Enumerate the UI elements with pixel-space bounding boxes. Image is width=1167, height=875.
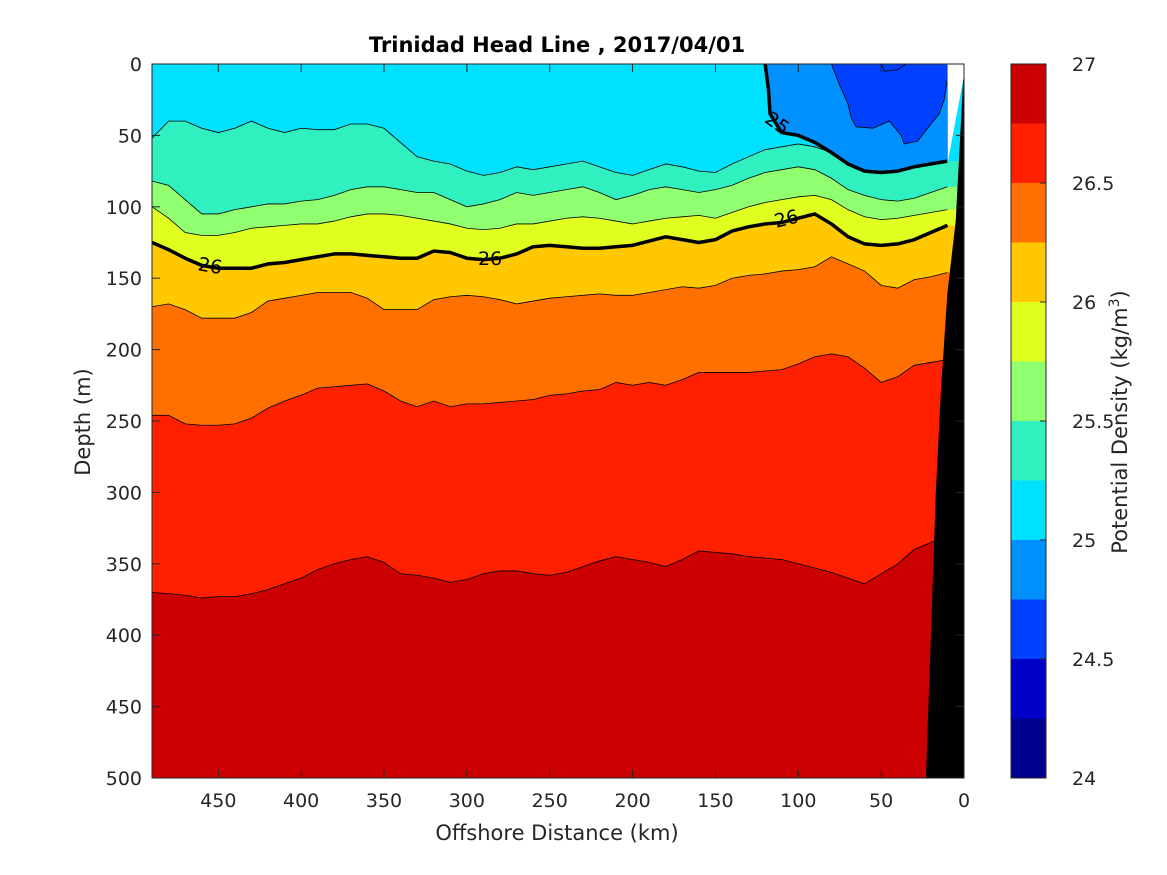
x-tick-label: 250 (532, 790, 568, 812)
colorbar-tick-label: 26 (1072, 292, 1096, 314)
colorbar-segment (1011, 242, 1046, 302)
colorbar-segment (1011, 123, 1046, 183)
colorbar-segment (1011, 599, 1046, 659)
colorbar-label-sup: 3 (1107, 298, 1123, 307)
bold-contour-25 (763, 64, 948, 175)
colorbar-tick-label: 24.5 (1072, 649, 1114, 671)
y-tick-label: 400 (106, 625, 142, 647)
contour-patch-24-5 (831, 64, 948, 145)
surface-gap (947, 64, 964, 164)
y-tick-label: 350 (106, 554, 142, 576)
x-tick-label: 450 (200, 790, 236, 812)
contour-label-1: 26 (478, 248, 502, 270)
colorbar-segment (1011, 64, 1046, 124)
x-axis-label: Offshore Distance (km) (435, 821, 678, 845)
x-tick-label: 400 (283, 790, 319, 812)
colorbar-segment (1011, 361, 1046, 421)
colorbar-tick-label: 25.5 (1072, 411, 1114, 433)
y-axis-label: Depth (m) (71, 368, 95, 475)
contour-line-25-25 (152, 120, 948, 176)
colorbar-segment (1011, 302, 1046, 362)
x-tick-label: 300 (449, 790, 485, 812)
y-tick-label: 150 (106, 268, 142, 290)
contour-line-26-5 (152, 353, 948, 426)
x-tick-label: 350 (366, 790, 402, 812)
colorbar (1010, 63, 1047, 779)
colorbar-tick-label: 24 (1072, 768, 1096, 790)
y-tick-label: 0 (130, 54, 142, 76)
y-tick-label: 450 (106, 697, 142, 719)
x-tick-label: 50 (869, 790, 893, 812)
y-tick-label: 300 (106, 482, 142, 504)
chart-title: Trinidad Head Line , 2017/04/01 (369, 33, 745, 57)
y-tick-label: 500 (106, 768, 142, 790)
x-tick-label: 0 (958, 790, 970, 812)
y-tick-label: 200 (106, 340, 142, 362)
colorbar-label-tail: ) (1108, 290, 1132, 298)
y-axis-ticks: 0 50 100 150 200 250 300 350 400 450 500 (106, 54, 964, 790)
contour-band-26-75 (152, 535, 964, 778)
colorbar-segment (1011, 480, 1046, 540)
colorbar-segment (1011, 718, 1046, 778)
x-tick-label: 100 (780, 790, 816, 812)
colorbar-segment (1011, 659, 1046, 719)
x-tick-label: 200 (614, 790, 650, 812)
bathymetry (925, 64, 964, 778)
contour-line-25-75 (152, 194, 948, 236)
colorbar-tick-label: 25 (1072, 530, 1096, 552)
colorbar-segment (1011, 540, 1046, 600)
x-tick-label: 150 (697, 790, 733, 812)
contour-line-26-75 (152, 534, 948, 599)
y-tick-label: 50 (118, 125, 142, 147)
colorbar-label-main: Potential Density (kg/m (1108, 307, 1132, 553)
y-tick-label: 100 (106, 197, 142, 219)
x-axis-ticks: 450 400 350 300 250 200 150 100 50 0 (200, 64, 970, 812)
contour-line-25-5 (152, 166, 948, 215)
colorbar-segment (1011, 421, 1046, 481)
contour-label-0: 26 (196, 253, 224, 279)
colorbar-label: Potential Density (kg/m3) (1107, 290, 1132, 554)
bold-contour-26 (152, 212, 949, 270)
contour-line-26-25 (152, 256, 948, 319)
plot-area (152, 64, 964, 778)
colorbar-tick-label: 26.5 (1072, 173, 1114, 195)
y-tick-label: 250 (106, 411, 142, 433)
colorbar-segment (1011, 183, 1046, 243)
colorbar-ticks: 27 26.5 26 25.5 25 24.5 24 (1040, 54, 1114, 790)
colorbar-tick-label: 27 (1072, 54, 1096, 76)
